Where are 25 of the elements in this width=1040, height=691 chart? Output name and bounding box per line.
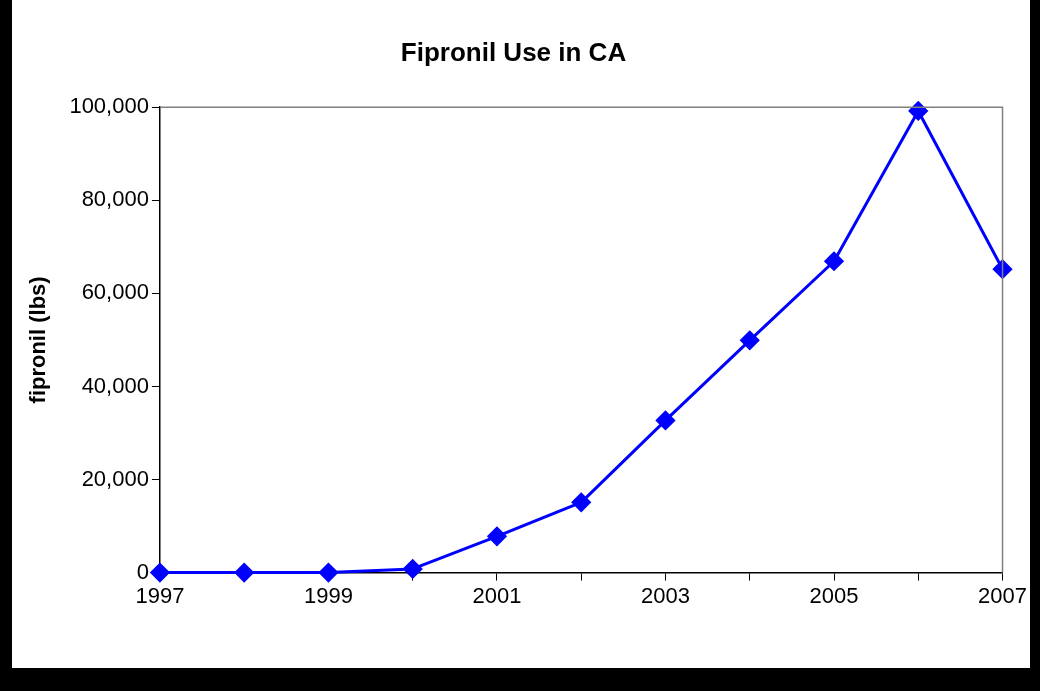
point [571, 492, 591, 512]
point [403, 559, 423, 579]
point [908, 101, 928, 121]
x-tick-label: 1999 [303, 582, 353, 608]
x-tick-label: 2003 [641, 582, 690, 608]
point [318, 563, 338, 583]
y-tick-label: 20,000 [81, 465, 149, 491]
y-tick-label: 100,000 [69, 93, 149, 119]
point [655, 410, 675, 430]
point [234, 563, 254, 583]
y-tick-label: 60,000 [81, 279, 149, 305]
x-tick-label: 1997 [135, 582, 185, 608]
point [824, 251, 844, 271]
x-tick-label: 2007 [978, 582, 1028, 608]
y-tick-label: 0 [136, 558, 149, 584]
point [487, 526, 507, 546]
point [740, 330, 760, 350]
y-tick-label: 80,000 [81, 186, 149, 212]
y-tick-label: 40,000 [81, 372, 149, 398]
chart-title: Fipronil Use in CA [400, 36, 627, 67]
point [993, 259, 1013, 279]
y-axis-title: fipronil (lbs) [25, 276, 51, 404]
point [150, 563, 170, 583]
x-tick-label: 2001 [472, 582, 522, 608]
x-tick-label: 2005 [809, 582, 859, 608]
